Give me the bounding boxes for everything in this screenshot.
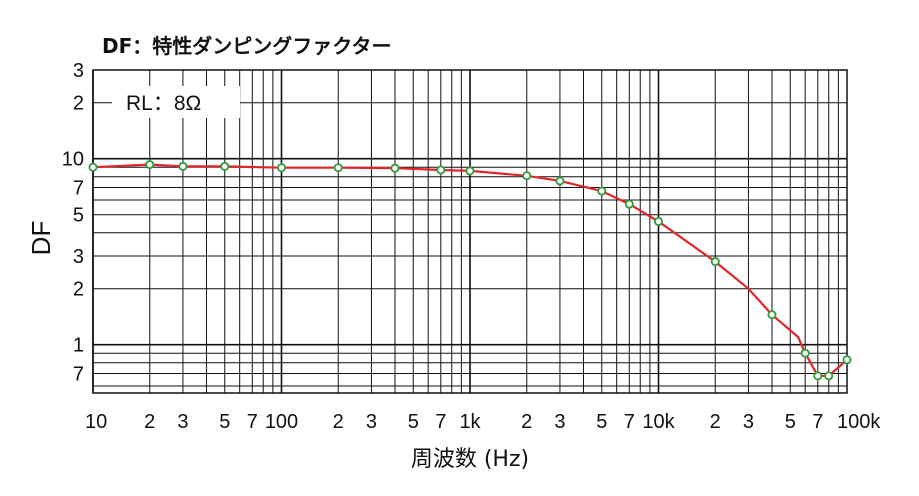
x-tick-label: 2 xyxy=(333,411,344,433)
data-point xyxy=(465,166,475,176)
data-point xyxy=(390,163,400,173)
x-tick-label: 3 xyxy=(554,411,565,433)
data-point xyxy=(555,176,565,186)
data-point xyxy=(800,348,810,358)
data-point xyxy=(767,310,777,320)
y-tick-labels: 7 1 2 3 5 7 10 2 3 xyxy=(62,60,84,386)
data-point xyxy=(522,171,532,181)
y-tick-label: 2 xyxy=(73,279,84,301)
data-point xyxy=(220,161,230,171)
y-tick-label: 1 xyxy=(73,335,84,357)
y-tick-label: 10 xyxy=(62,149,84,171)
x-tick-label: 2 xyxy=(521,411,532,433)
data-point xyxy=(178,161,188,171)
x-tick-label: 5 xyxy=(596,411,607,433)
data-point xyxy=(276,163,286,173)
x-tick-label: 3 xyxy=(743,411,754,433)
x-axis-label: 周波数 (Hz) xyxy=(411,447,529,472)
y-tick-label: 7 xyxy=(73,364,84,386)
y-axis-label: DF xyxy=(26,221,56,256)
y-tick-label: 5 xyxy=(73,205,84,227)
data-point xyxy=(597,186,607,196)
data-point xyxy=(842,355,852,365)
x-tick-label: 10 xyxy=(85,411,107,433)
y-tick-label: 7 xyxy=(73,178,84,200)
y-tick-label: 2 xyxy=(73,93,84,115)
data-point xyxy=(88,162,98,172)
x-tick-label: 2 xyxy=(710,411,721,433)
x-tick-label: 5 xyxy=(219,411,230,433)
x-tick-label: 3 xyxy=(177,411,188,433)
data-point xyxy=(624,199,634,209)
x-tick-label: 100k xyxy=(837,411,881,433)
chart-title: DF：特性ダンピングファクター xyxy=(102,34,391,58)
data-point xyxy=(813,371,823,381)
annotation-box: RL：8Ω xyxy=(112,86,240,118)
x-tick-label: 5 xyxy=(785,411,796,433)
df-curve xyxy=(92,163,848,377)
grid xyxy=(92,70,847,393)
plot-frame xyxy=(92,69,848,394)
x-tick-label: 10k xyxy=(642,411,675,433)
x-tick-label: 5 xyxy=(408,411,419,433)
x-tick-label: 7 xyxy=(624,411,635,433)
x-tick-label: 7 xyxy=(812,411,823,433)
x-tick-label: 1k xyxy=(459,411,481,433)
data-point xyxy=(824,371,834,381)
data-point xyxy=(710,257,720,267)
data-point xyxy=(333,163,343,173)
x-tick-label: 100 xyxy=(265,411,298,433)
x-tick-label: 7 xyxy=(435,411,446,433)
x-tick-label: 2 xyxy=(144,411,155,433)
load-annotation: RL：8Ω xyxy=(126,92,201,115)
df-series xyxy=(88,160,852,381)
y-tick-label: 3 xyxy=(73,60,84,82)
data-point xyxy=(654,216,664,226)
x-tick-labels: 10 2 3 5 7 100 2 3 5 7 1k 2 3 5 7 10k 2 3 5 7 100k xyxy=(85,411,881,433)
data-point xyxy=(145,160,155,170)
data-point xyxy=(436,165,446,175)
y-tick-label: 3 xyxy=(73,246,84,268)
x-tick-label: 7 xyxy=(247,411,258,433)
x-tick-label: 3 xyxy=(366,411,377,433)
